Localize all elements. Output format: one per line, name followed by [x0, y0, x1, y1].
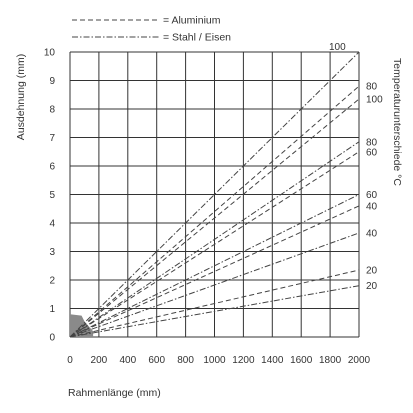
series-end-label: 60: [366, 147, 378, 158]
legend-label: = Stahl / Eisen: [163, 32, 231, 44]
series-line-dashed-20: [69, 269, 360, 338]
y-tick-label: 1: [49, 304, 55, 315]
series-end-label: 40: [366, 201, 378, 212]
series-line-dashdot-80: [69, 141, 360, 338]
series-line-dashdot-20: [69, 285, 360, 338]
series-end-label: 40: [366, 228, 378, 239]
x-tick-label: 1400: [261, 355, 284, 366]
x-tick-label: 1600: [290, 355, 313, 366]
x-tick-label: 1000: [203, 355, 226, 366]
x-tick-label: 1800: [319, 355, 342, 366]
y-tick-label: 9: [49, 76, 55, 87]
series-end-label: 60: [366, 190, 378, 201]
y-tick-label: 6: [49, 162, 55, 173]
y-tick-label: 5: [49, 190, 55, 201]
series-end-label: 20: [366, 266, 378, 277]
x-tick-label: 200: [91, 355, 108, 366]
right-axis-title: Temperaturunterschiede °C: [391, 58, 403, 186]
y-tick-label: 10: [44, 48, 56, 59]
series-end-label: 20: [366, 281, 378, 292]
grid: [69, 51, 360, 338]
x-tick-label: 800: [177, 355, 194, 366]
y-tick-label: 3: [49, 247, 55, 258]
series-line-dashdot-40: [69, 232, 360, 338]
x-tick-labels: 0 200 400 600 800 1000 1200 1400 1600 1800 2000: [67, 355, 370, 366]
series-line-dashdot-100: [69, 51, 360, 338]
x-tick-label: 400: [119, 355, 136, 366]
x-tick-label: 2000: [348, 355, 371, 366]
y-tick-label: 2: [49, 276, 55, 287]
series-lines: [69, 51, 360, 338]
series-line-dashed-60: [69, 151, 360, 338]
y-tick-label: 4: [49, 219, 55, 230]
y-tick-label: 8: [49, 105, 55, 116]
legend: = Aluminium = Stahl / Eisen: [72, 15, 231, 44]
y-tick-label: 0: [49, 333, 55, 344]
series-line-dashdot-60: [69, 194, 360, 338]
y-tick-labels: 0 1 2 3 4 5 6 7 8 9 10: [44, 48, 56, 344]
series-line-dashed-40: [69, 205, 360, 338]
legend-label: = Aluminium: [163, 15, 221, 27]
x-tick-label: 1200: [232, 355, 255, 366]
x-tick-label: 600: [148, 355, 165, 366]
y-tick-label: 7: [49, 133, 55, 144]
series-end-label: 80: [366, 82, 378, 93]
series-end-label: 100: [366, 95, 383, 106]
x-tick-label: 0: [67, 355, 73, 366]
series-line-dashed-100: [69, 98, 360, 338]
x-axis-title: Rahmenlänge (mm): [68, 387, 161, 399]
y-axis-title: Ausdehnung (mm): [15, 54, 27, 140]
series-end-label: 100: [329, 42, 346, 53]
series-end-label: 80: [366, 137, 378, 148]
